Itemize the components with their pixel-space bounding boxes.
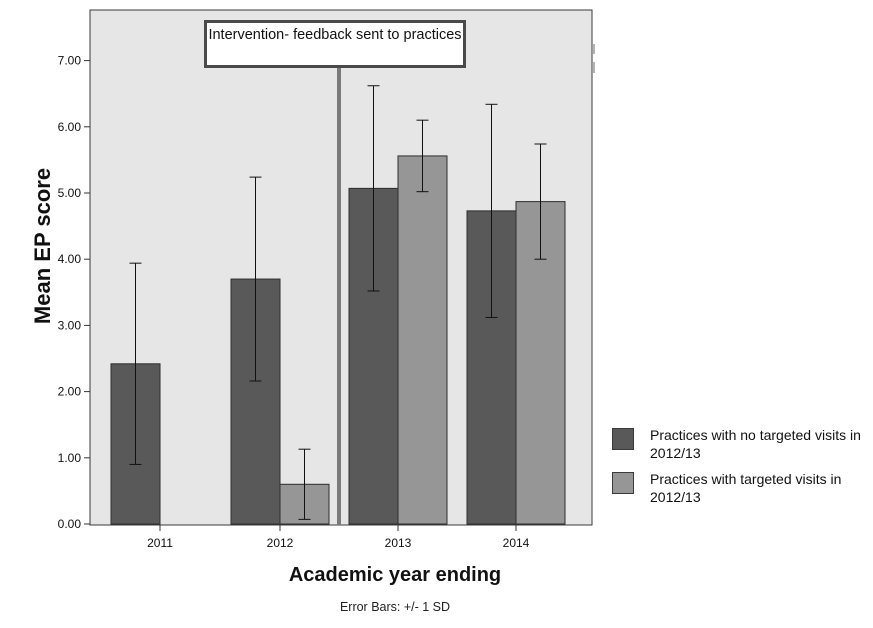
x-tick-label: 2014 — [503, 536, 530, 550]
x-tick-label: 2013 — [385, 536, 412, 550]
x-axis-title: Academic year ending — [288, 564, 502, 586]
legend-swatch-visits — [612, 472, 634, 494]
legend-swatch-no-visits — [612, 428, 634, 450]
y-tick-label: 4.00 — [58, 252, 82, 266]
y-tick-label: 1.00 — [58, 451, 82, 465]
legend: Practices with no targeted visits in 201… — [612, 426, 872, 514]
x-tick-label: 2012 — [267, 536, 294, 550]
bar-visits-2013 — [397, 155, 448, 525]
legend-item-visits: Practices with targeted visits in 2012/1… — [612, 470, 872, 506]
error-bar-note: Error Bars: +/- 1 SD — [339, 600, 451, 614]
y-tick-label: 3.00 — [58, 318, 82, 332]
y-tick-label: 2.00 — [58, 385, 82, 399]
x-tick-label: 2011 — [147, 536, 173, 550]
y-tick-label: 5.00 — [58, 186, 82, 200]
legend-item-no-visits: Practices with no targeted visits in 201… — [612, 426, 872, 462]
intervention-annotation: Intervention- feedback sent to practices — [204, 20, 466, 68]
y-tick-label: 0.00 — [58, 517, 82, 531]
legend-label-no-visits: Practices with no targeted visits in 201… — [650, 427, 861, 461]
y-tick-label: 6.00 — [58, 120, 82, 134]
y-tick-label: 7.00 — [58, 54, 82, 68]
legend-label-visits: Practices with targeted visits in 2012/1… — [650, 471, 842, 505]
y-axis-title: Mean EP score — [30, 167, 55, 325]
